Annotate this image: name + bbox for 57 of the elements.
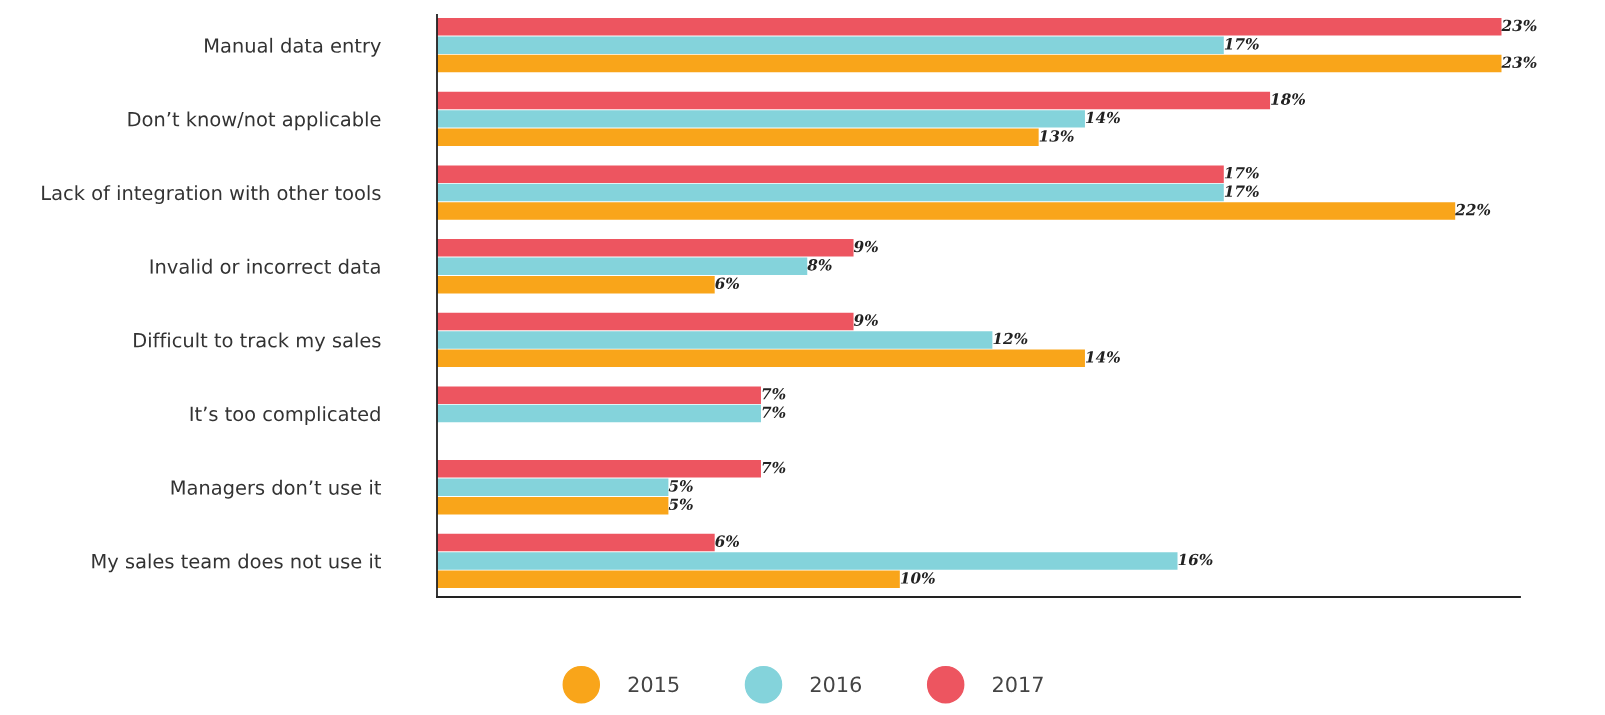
data-label: 7% xyxy=(762,406,786,418)
bar xyxy=(437,349,1085,368)
data-label: 9% xyxy=(853,240,878,253)
data-label: 23% xyxy=(1501,56,1537,69)
bar xyxy=(437,165,1224,183)
bar xyxy=(437,202,1456,220)
bar xyxy=(437,128,1039,147)
bar xyxy=(437,552,1178,570)
bar xyxy=(437,183,1224,202)
bar xyxy=(437,54,1502,73)
data-label: 13% xyxy=(1039,130,1074,142)
data-label: 7% xyxy=(762,388,786,400)
bar xyxy=(437,257,808,275)
bar xyxy=(437,110,1085,128)
bar xyxy=(437,478,669,496)
data-label: 22% xyxy=(1455,203,1491,216)
data-label: 6% xyxy=(715,535,740,547)
y-tick-label: Managers don’t use it xyxy=(171,479,381,499)
data-label: 5% xyxy=(668,498,693,511)
data-label: 6% xyxy=(715,277,740,290)
data-label: 17% xyxy=(1224,185,1259,197)
bar xyxy=(437,460,761,478)
data-label: 14% xyxy=(1085,111,1120,124)
data-label: 7% xyxy=(762,461,786,474)
y-tick-label: Manual data entry xyxy=(205,37,381,57)
bar xyxy=(437,275,715,294)
bar xyxy=(437,312,854,331)
bar xyxy=(437,570,900,589)
data-label: 8% xyxy=(807,259,832,271)
bar xyxy=(437,36,1224,54)
y-tick-label: Invalid or incorrect data xyxy=(150,258,380,274)
bar xyxy=(437,496,669,515)
bar xyxy=(437,404,761,423)
data-label: 16% xyxy=(1178,553,1213,566)
bar xyxy=(437,533,715,552)
y-tick-label: Difficult to track my sales xyxy=(134,332,381,352)
legend-label: 2017 xyxy=(993,676,1043,693)
data-label: 10% xyxy=(900,572,935,584)
data-label: 23% xyxy=(1501,19,1537,32)
data-label: 12% xyxy=(993,332,1028,345)
data-label: 17% xyxy=(1224,167,1259,179)
y-tick-label: Lack of integration with other tools xyxy=(42,185,381,204)
bar xyxy=(437,331,993,349)
legend-label: 2016 xyxy=(810,676,862,693)
data-label: 5% xyxy=(668,480,693,492)
data-label: 18% xyxy=(1271,93,1306,105)
data-label: 17% xyxy=(1224,38,1259,50)
data-label: 9% xyxy=(853,314,878,326)
bar xyxy=(437,386,761,404)
bar xyxy=(437,91,1271,110)
y-tick-label: It’s too complicated xyxy=(190,406,380,425)
y-tick-label: Don’t know/not applicable xyxy=(128,111,381,131)
bar xyxy=(437,239,854,257)
bar xyxy=(437,18,1502,36)
y-tick-label: My sales team does not use it xyxy=(92,553,381,573)
legend-label: 2015 xyxy=(628,676,679,693)
data-label: 14% xyxy=(1085,351,1120,363)
